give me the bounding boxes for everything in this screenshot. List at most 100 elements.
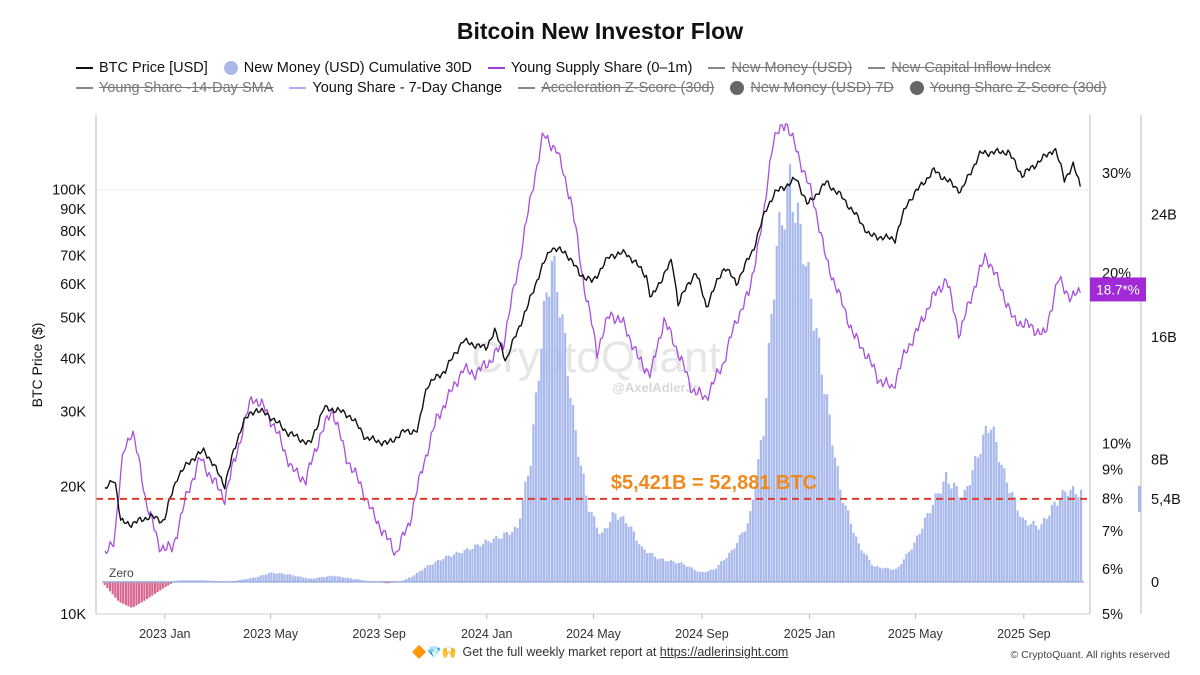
new-money-column xyxy=(775,245,778,582)
legend-item-new-money-cum30d[interactable]: New Money (USD) Cumulative 30D xyxy=(223,60,472,76)
new-money-column xyxy=(968,485,971,582)
new-money-column xyxy=(267,573,270,582)
new-money-column xyxy=(992,426,995,582)
legend-item-new-money-usd[interactable]: New Money (USD) xyxy=(708,60,852,76)
new-money-column xyxy=(434,561,437,582)
legend-item-young-share-zscore[interactable]: Young Share Z-Score (30d) xyxy=(909,80,1107,96)
new-money-column xyxy=(487,541,490,582)
new-money-column xyxy=(257,576,260,582)
new-money-column xyxy=(730,550,733,582)
new-money-column xyxy=(275,573,278,582)
new-money-column xyxy=(836,466,839,582)
new-money-column xyxy=(193,580,196,582)
new-money-column xyxy=(635,540,638,582)
new-money-column xyxy=(736,543,739,582)
new-money-column xyxy=(273,573,276,582)
series-line xyxy=(104,123,1081,556)
new-money-column xyxy=(820,374,823,582)
new-money-column xyxy=(712,569,715,582)
legend-item-btc-price[interactable]: BTC Price [USD] xyxy=(76,60,208,76)
new-money-column xyxy=(347,577,350,582)
y-left-tick-label: 40K xyxy=(60,352,86,368)
new-money-column xyxy=(918,533,921,582)
legend-item-young-supply-share[interactable]: Young Supply Share (0–1m) xyxy=(487,60,692,76)
money-current-marker xyxy=(1138,485,1141,512)
new-money-column xyxy=(1005,482,1009,582)
y-money-tick-label: 5,4B xyxy=(1151,492,1181,508)
current-share-badge xyxy=(1090,277,1146,302)
new-money-column xyxy=(402,580,405,582)
new-money-column xyxy=(508,534,511,582)
new-money-column xyxy=(304,578,307,582)
new-money-column xyxy=(990,429,993,582)
new-money-column xyxy=(418,571,421,582)
new-money-column xyxy=(497,538,501,582)
new-money-column xyxy=(794,222,797,582)
new-money-column xyxy=(685,566,688,582)
new-money-column xyxy=(447,555,450,582)
new-money-column xyxy=(439,560,442,582)
new-money-column xyxy=(180,580,183,582)
new-money-column xyxy=(931,504,934,582)
new-money-column xyxy=(466,548,469,582)
new-money-column xyxy=(572,404,575,582)
new-money-column xyxy=(654,556,657,582)
new-money-column xyxy=(569,397,572,582)
new-money-column xyxy=(585,495,588,582)
new-money-column xyxy=(331,575,334,582)
new-money-column xyxy=(513,526,516,582)
new-money-column xyxy=(672,561,675,582)
y-left-tick-label: 20K xyxy=(60,479,86,495)
new-money-column xyxy=(405,578,408,582)
new-money-column xyxy=(582,473,585,582)
new-money-column xyxy=(661,558,665,582)
x-tick-label: 2023 Sep xyxy=(352,627,406,641)
y-share-tick-label: 30% xyxy=(1102,166,1131,182)
y-left-tick-label: 30K xyxy=(60,405,86,421)
new-money-column xyxy=(455,551,458,582)
line-swatch-icon xyxy=(487,67,505,69)
new-money-column xyxy=(241,579,244,582)
new-money-column xyxy=(111,581,114,595)
new-money-column xyxy=(590,512,593,582)
legend-item-young-share-7d-change[interactable]: Young Share - 7-Day Change xyxy=(289,80,502,96)
legend-item-new-money-7d[interactable]: New Money (USD) 7D xyxy=(730,80,894,96)
new-money-column xyxy=(183,580,186,582)
legend-item-new-capital-inflow-index[interactable]: New Capital Inflow Index xyxy=(868,60,1051,76)
new-money-column xyxy=(669,560,673,582)
new-money-column xyxy=(294,576,297,582)
watermark-brand: CryptoQuant xyxy=(471,333,720,382)
x-tick-label: 2025 Sep xyxy=(997,627,1051,641)
new-money-column xyxy=(860,550,863,582)
new-money-column xyxy=(339,576,342,582)
new-money-column xyxy=(743,531,747,582)
new-money-column xyxy=(995,442,998,582)
new-money-column xyxy=(812,330,815,582)
new-money-column xyxy=(323,577,326,582)
new-money-column xyxy=(701,572,704,582)
new-money-column xyxy=(900,564,903,582)
new-money-column xyxy=(1080,489,1083,582)
new-money-column xyxy=(542,300,545,582)
new-money-column xyxy=(558,317,561,582)
new-money-column xyxy=(336,576,339,582)
new-money-column xyxy=(1029,524,1032,582)
new-money-column xyxy=(201,580,204,582)
legend-item-young-share-14d-sma[interactable]: Young Share -14-Day SMA xyxy=(76,80,273,96)
new-money-column xyxy=(815,327,818,582)
new-money-column xyxy=(603,528,606,582)
new-money-column xyxy=(135,581,138,606)
new-money-column xyxy=(1003,468,1006,582)
new-money-column xyxy=(196,580,199,582)
new-money-column xyxy=(315,578,318,582)
new-money-column xyxy=(124,581,127,606)
copyright: © CryptoQuant. All rights reserved xyxy=(1010,649,1170,661)
new-money-column xyxy=(146,581,149,600)
new-money-column xyxy=(908,551,911,582)
new-money-column xyxy=(770,313,773,582)
new-money-column xyxy=(759,440,762,582)
new-money-column xyxy=(362,580,366,582)
legend-item-acceleration-zscore[interactable]: Acceleration Z-Score (30d) xyxy=(518,80,714,96)
new-money-column xyxy=(468,549,471,582)
footer-link[interactable]: https://adlerinsight.com xyxy=(659,645,789,659)
